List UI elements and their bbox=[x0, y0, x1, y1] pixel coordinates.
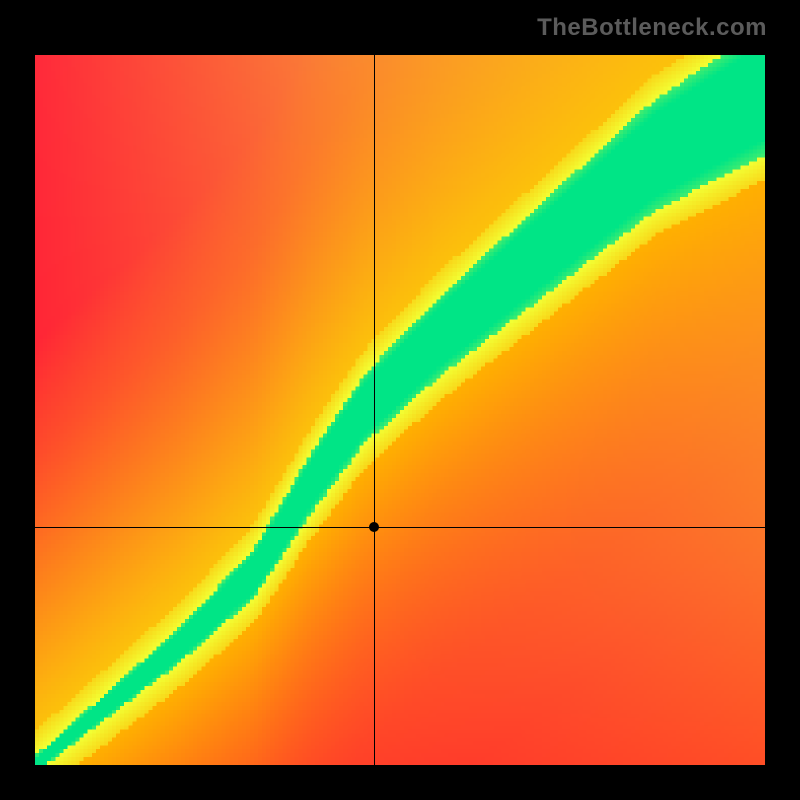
chart-frame: TheBottleneck.com bbox=[0, 0, 800, 800]
watermark-text: TheBottleneck.com bbox=[537, 14, 767, 42]
heatmap-canvas bbox=[35, 55, 765, 765]
crosshair-vertical bbox=[374, 55, 375, 765]
heatmap-plot bbox=[35, 55, 765, 765]
crosshair-horizontal bbox=[35, 527, 765, 528]
